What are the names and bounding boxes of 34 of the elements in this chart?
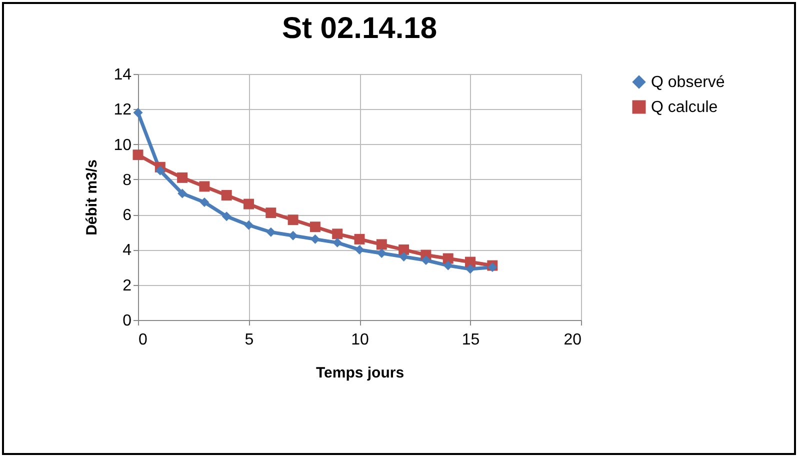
x-tick-label: 10 [351,332,369,348]
y-tick-label: 10 [114,136,132,154]
point [376,248,386,258]
y-tick-label: 0 [122,312,132,330]
legend-label: Q observé [651,74,725,91]
point [177,172,188,183]
x-tick-label: 0 [138,332,148,348]
point [221,190,232,200]
point [354,234,365,244]
point [465,256,476,268]
y-tick-label: 14 [114,66,132,84]
point [442,253,454,264]
x-tick-label: 20 [564,332,582,348]
y-tick-label: 12 [114,102,132,119]
y-axis-title: Débit m3/s [84,160,101,236]
point [200,198,210,208]
chart-title: St 02.14.18 [282,12,438,45]
point [266,208,276,218]
y-tick-label: 4 [122,242,132,260]
point [244,198,254,210]
point [332,228,343,240]
x-tick-label: 5 [244,332,254,348]
y-tick-label: 2 [122,277,132,294]
point [288,214,298,226]
point [376,239,387,250]
point [199,181,210,192]
point [398,244,410,255]
point [310,222,320,232]
y-tick-label: 8 [122,172,132,189]
point [132,150,144,160]
y-tick-label: 6 [122,207,132,224]
x-axis-title: Temps jours [316,364,404,382]
legend-label: Q calcule [651,99,718,116]
x-tick-label: 15 [462,332,480,348]
